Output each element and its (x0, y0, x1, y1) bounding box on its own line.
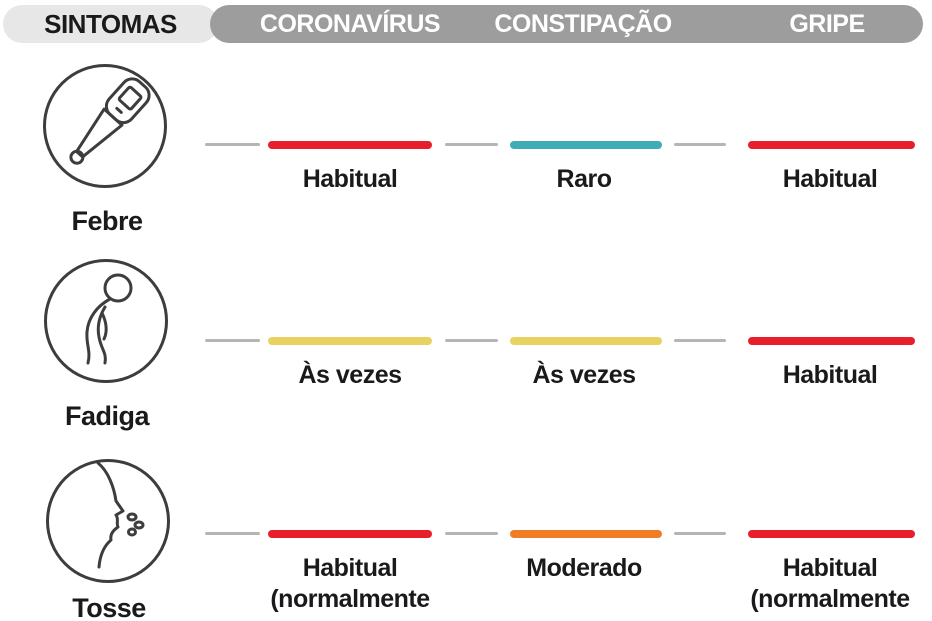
frequency-bar-coronavirus (268, 530, 432, 538)
connector-dash (205, 532, 260, 535)
frequency-label-line1: Habitual (302, 165, 398, 193)
diseases-header-bar (210, 5, 923, 43)
frequency-label: Habitual (710, 164, 932, 195)
frequency-label: Habitual (normalmente (710, 553, 932, 615)
symptoms-header-pill: SINTOMAS (3, 5, 218, 43)
column-header-coronavirus: CORONAVÍRUS (259, 10, 441, 38)
frequency-bar-constipacao (510, 337, 662, 345)
connector-dash (205, 339, 260, 342)
frequency-label-line1: Habitual (302, 554, 398, 582)
column-header-gripe: GRIPE (789, 10, 865, 38)
frequency-label-line1: Raro (556, 165, 612, 193)
frequency-label: Habitual (normalmente (230, 553, 470, 615)
frequency-bar-constipacao (510, 530, 662, 538)
frequency-label: Às vezes (230, 360, 470, 391)
frequency-label-line1: Às vezes (298, 361, 402, 389)
frequency-bar-gripe (748, 141, 915, 149)
frequency-label-line1: Moderado (526, 554, 642, 582)
symptoms-header-label: SINTOMAS (44, 8, 177, 39)
connector-dash (445, 143, 498, 146)
frequency-label-line2: (normalmente (270, 585, 430, 613)
connector-dash (205, 143, 260, 146)
symptom-label: Febre (71, 206, 143, 236)
column-header-constipacao: CONSTIPAÇÃO (494, 10, 672, 38)
frequency-label: Moderado (464, 553, 704, 584)
coughing-face-icon (46, 459, 170, 583)
symptom-label: Tosse (72, 593, 146, 621)
frequency-label-line1: Às vezes (532, 361, 636, 389)
frequency-bar-coronavirus (268, 141, 432, 149)
frequency-label-line1: Habitual (782, 361, 878, 389)
thermometer-icon (43, 64, 167, 188)
connector-dash (674, 143, 726, 146)
symptom-label: Fadiga (64, 401, 150, 431)
frequency-label-line1: Habitual (782, 165, 878, 193)
frequency-bar-gripe (748, 530, 915, 538)
connector-dash (674, 339, 726, 342)
frequency-label: Raro (464, 164, 704, 195)
frequency-bar-gripe (748, 337, 915, 345)
connector-dash (674, 532, 726, 535)
frequency-bar-coronavirus (268, 337, 432, 345)
frequency-label: Às vezes (464, 360, 704, 391)
frequency-label-line2: (normalmente (750, 585, 910, 613)
frequency-bar-constipacao (510, 141, 662, 149)
frequency-label-line1: Habitual (782, 554, 878, 582)
fatigue-person-icon (44, 259, 168, 383)
frequency-label: Habitual (230, 164, 470, 195)
connector-dash (445, 339, 498, 342)
connector-dash (445, 532, 498, 535)
frequency-label: Habitual (710, 360, 932, 391)
